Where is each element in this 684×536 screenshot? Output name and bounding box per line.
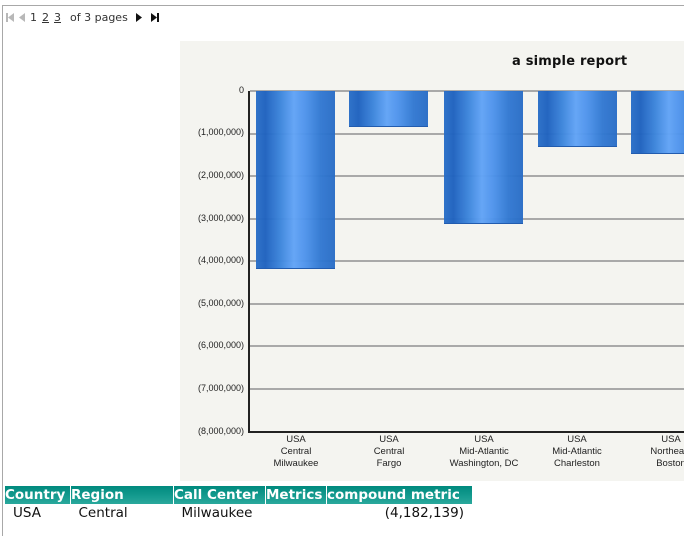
cell-region: Central xyxy=(78,504,128,521)
x-label-region: Northeast xyxy=(650,446,684,457)
page-count-label: of 3 pages xyxy=(70,10,128,24)
y-tick-label: (1,000,000) xyxy=(197,127,244,137)
column-header-country[interactable]: Country xyxy=(5,486,71,504)
bar-charleston[interactable] xyxy=(538,91,617,147)
pager: 1 2 3 of 3 pages xyxy=(6,10,163,24)
x-label-country: USA xyxy=(379,434,399,445)
gridline xyxy=(250,303,684,305)
cell-country: USA xyxy=(13,504,41,521)
bar-fargo[interactable] xyxy=(349,91,428,127)
page-3-link[interactable]: 3 xyxy=(54,10,61,24)
column-header-metrics[interactable]: Metrics xyxy=(265,486,327,504)
y-tick-label: (5,000,000) xyxy=(197,298,244,308)
x-label-country: USA xyxy=(474,434,494,445)
cell-call-center: Milwaukee xyxy=(181,504,253,521)
table-header-row: Country Region Call Center Metrics compo… xyxy=(5,486,472,504)
x-label-country: USA xyxy=(567,434,587,445)
column-header-call-center[interactable]: Call Center xyxy=(173,486,266,504)
cell-compound-metric: (4,182,139) xyxy=(384,504,464,521)
column-header-compound-metric[interactable]: compound metric xyxy=(326,486,472,504)
x-label-city: Fargo xyxy=(376,458,402,469)
cell-metrics xyxy=(266,504,327,521)
bar-milwaukee[interactable] xyxy=(256,91,335,269)
y-tick-label: (8,000,000) xyxy=(197,426,244,436)
x-label-washington-dc: USA Mid-Atlantic Washington, DC xyxy=(424,434,544,470)
gridline xyxy=(250,260,684,262)
x-label-city: Milwaukee xyxy=(273,458,319,469)
next-page-icon[interactable] xyxy=(135,12,144,23)
x-label-region: Mid-Atlantic xyxy=(552,446,602,457)
x-axis xyxy=(248,431,684,433)
last-page-icon[interactable] xyxy=(150,12,160,23)
x-label-city: Washington, DC xyxy=(449,458,519,469)
y-tick-label: 0 xyxy=(238,85,244,95)
x-label-charleston: USA Mid-Atlantic Charleston xyxy=(517,434,637,470)
gridline xyxy=(250,388,684,390)
page-2-link[interactable]: 2 xyxy=(42,10,49,24)
y-tick-label: (3,000,000) xyxy=(197,213,244,223)
gridline xyxy=(250,345,684,347)
x-label-region: Mid-Atlantic xyxy=(459,446,509,457)
x-label-city: Boston xyxy=(656,458,684,469)
bar-washington-dc[interactable] xyxy=(444,91,523,224)
y-axis xyxy=(248,91,250,433)
bar-boston[interactable] xyxy=(631,91,684,154)
x-label-country: USA xyxy=(286,434,306,445)
chart-panel: a simple report 0 (1,000,000) (2,000,000… xyxy=(180,41,684,481)
y-tick-label: (6,000,000) xyxy=(197,340,244,350)
y-tick-label: (2,000,000) xyxy=(197,170,244,180)
x-label-milwaukee: USA Central Milwaukee xyxy=(236,434,356,470)
x-label-region: Central xyxy=(280,446,312,457)
x-label-city: Charleston xyxy=(554,458,600,469)
x-label-fargo: USA Central Fargo xyxy=(329,434,449,470)
x-label-region: Central xyxy=(373,446,405,457)
page-1-current: 1 xyxy=(30,10,37,24)
x-label-country: USA xyxy=(661,434,681,445)
first-page-icon[interactable] xyxy=(6,12,15,23)
report-frame xyxy=(2,5,684,536)
x-label-boston: USA Northeast Boston xyxy=(611,434,684,470)
chart-title: a simple report xyxy=(512,54,628,69)
prev-page-icon[interactable] xyxy=(18,12,27,23)
column-header-region[interactable]: Region xyxy=(70,486,174,504)
table-row: USA Central Milwaukee (4,182,139) xyxy=(5,504,472,521)
data-table: Country Region Call Center Metrics compo… xyxy=(5,486,472,521)
y-tick-label: (4,000,000) xyxy=(197,255,244,265)
y-tick-label: (7,000,000) xyxy=(197,383,244,393)
